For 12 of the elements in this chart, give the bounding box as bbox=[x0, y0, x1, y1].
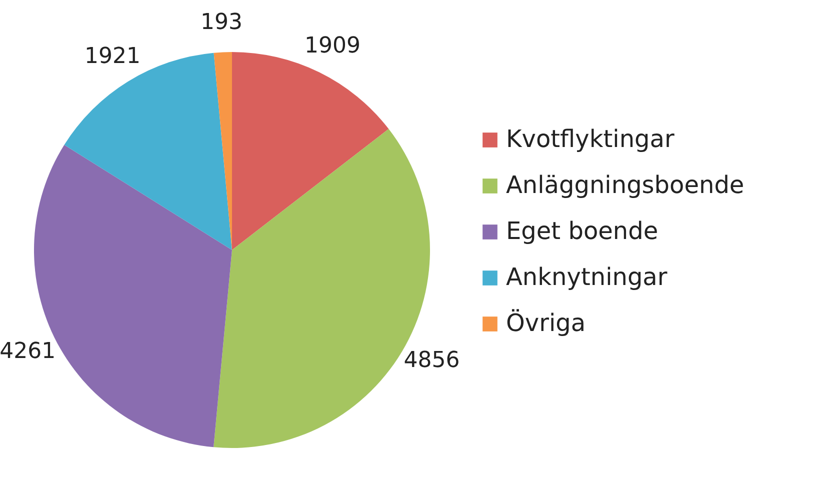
data-label: 1921 bbox=[84, 44, 141, 69]
data-label: 4856 bbox=[404, 348, 460, 373]
data-label: 193 bbox=[200, 10, 242, 36]
pie-slice bbox=[214, 52, 232, 250]
legend-label: Övriga bbox=[506, 309, 586, 337]
pie-slice bbox=[232, 52, 389, 250]
legend-label: Anknytningar bbox=[506, 263, 668, 291]
legend-label: Eget boende bbox=[506, 217, 658, 245]
data-label: 1909 bbox=[304, 33, 360, 58]
data-label: 4261 bbox=[0, 338, 56, 364]
legend-label: Anläggningsboende bbox=[506, 171, 744, 199]
legend-label: Kvotflyktingar bbox=[506, 125, 674, 153]
